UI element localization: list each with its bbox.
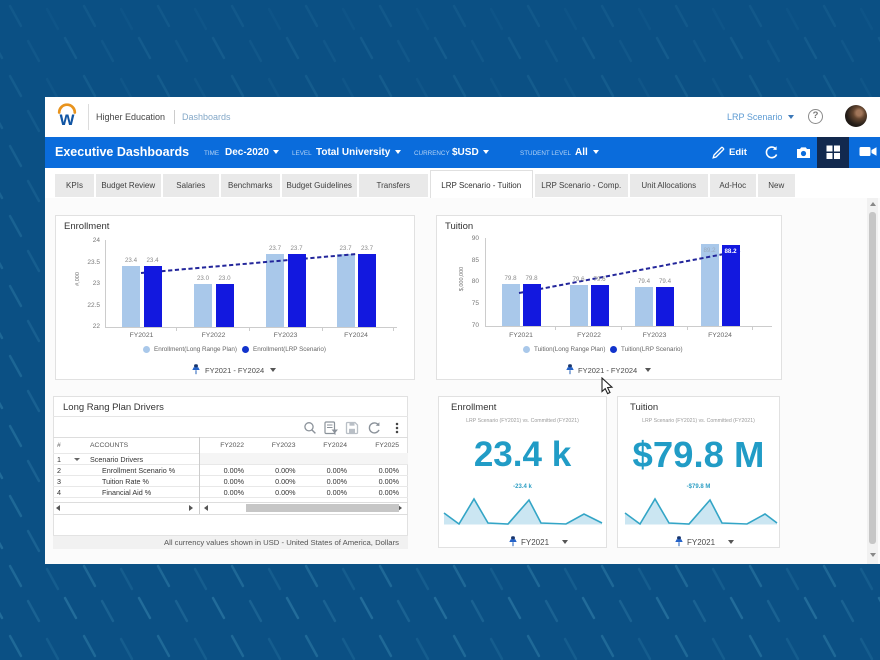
svg-text:w: w bbox=[59, 109, 75, 130]
